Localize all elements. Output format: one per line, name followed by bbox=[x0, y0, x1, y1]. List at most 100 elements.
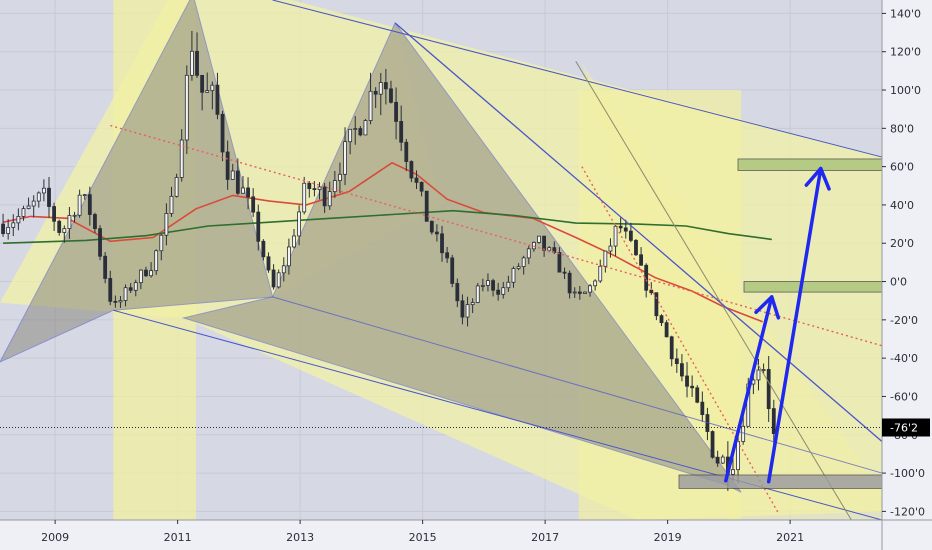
candle-body-11 bbox=[57, 220, 62, 233]
candle-body-67 bbox=[343, 141, 347, 175]
candle-body-118 bbox=[603, 250, 608, 267]
channel-top-line bbox=[272, 0, 883, 158]
y-tick-label-3: 80'0 bbox=[890, 122, 914, 135]
candle-body-6 bbox=[31, 200, 36, 207]
candle-body-16 bbox=[82, 194, 87, 197]
candle-body-124 bbox=[634, 239, 638, 256]
candle-body-103 bbox=[526, 248, 531, 259]
last-price-box bbox=[882, 418, 930, 437]
candle-body-136 bbox=[695, 387, 700, 403]
candle-body-128 bbox=[654, 292, 659, 317]
candle-body-26 bbox=[133, 282, 138, 291]
candle-body-148 bbox=[756, 369, 761, 381]
candle-body-15 bbox=[77, 194, 82, 216]
candle-body-40 bbox=[205, 90, 210, 93]
candle-body-85 bbox=[435, 231, 439, 235]
candle-body-49 bbox=[251, 196, 256, 213]
candle-body-59 bbox=[302, 182, 307, 213]
moving-average-1 bbox=[3, 209, 772, 244]
trend-line-2 bbox=[581, 166, 779, 513]
candle-body-71 bbox=[363, 120, 368, 136]
candle-body-91 bbox=[465, 304, 470, 318]
candle-body-73 bbox=[373, 90, 378, 95]
candle-body-119 bbox=[608, 245, 613, 252]
candle-body-18 bbox=[93, 214, 97, 230]
candle-body-27 bbox=[138, 269, 143, 284]
zone-0 bbox=[737, 158, 885, 171]
candle-body-116 bbox=[593, 280, 598, 287]
arrow-head-0 bbox=[754, 295, 781, 320]
candle-body-84 bbox=[429, 220, 434, 233]
x-tick-label-6: 2021 bbox=[776, 531, 804, 544]
candle-body-37 bbox=[190, 50, 194, 76]
candle-body-0 bbox=[1, 223, 5, 234]
candle-body-44 bbox=[225, 151, 230, 180]
candle-body-23 bbox=[118, 300, 123, 303]
candle-body-29 bbox=[149, 270, 153, 277]
candle-body-50 bbox=[256, 211, 261, 242]
candle-body-144 bbox=[736, 441, 740, 471]
candle-body-64 bbox=[327, 191, 332, 207]
candle-body-140 bbox=[715, 456, 720, 464]
candle-body-47 bbox=[241, 187, 245, 194]
candle-body-78 bbox=[399, 121, 404, 143]
candle-body-76 bbox=[389, 88, 393, 103]
candle-body-48 bbox=[246, 187, 250, 198]
candle-body-28 bbox=[144, 269, 148, 277]
trend-lines-layer bbox=[0, 0, 883, 521]
candle-body-125 bbox=[639, 254, 643, 266]
y-tick-label-1: 120'0 bbox=[890, 46, 921, 59]
candle-body-56 bbox=[286, 246, 291, 267]
y-tick-label-2: 100'0 bbox=[890, 84, 921, 97]
arrow-shaft-1 bbox=[766, 166, 823, 484]
candle-body-4 bbox=[21, 208, 26, 217]
candle-body-66 bbox=[338, 173, 342, 181]
candle-body-43 bbox=[220, 113, 225, 153]
steep-channel-line bbox=[575, 61, 852, 521]
candle-body-19 bbox=[98, 228, 102, 257]
candle-body-45 bbox=[230, 170, 235, 180]
candle-body-30 bbox=[154, 250, 159, 272]
moving-average-layer bbox=[2, 161, 772, 323]
candle-body-61 bbox=[312, 188, 317, 191]
candle-body-87 bbox=[445, 252, 450, 259]
trend-line-0 bbox=[394, 22, 883, 442]
candle-body-35 bbox=[179, 139, 184, 178]
candle-body-54 bbox=[276, 272, 281, 288]
candle-body-96 bbox=[491, 280, 495, 291]
candle-body-81 bbox=[414, 177, 419, 183]
x-tick-label-5: 2019 bbox=[654, 531, 682, 544]
candle-body-130 bbox=[664, 322, 669, 338]
candle-body-121 bbox=[618, 225, 623, 229]
candle-body-24 bbox=[123, 287, 128, 301]
candle-body-17 bbox=[87, 194, 92, 215]
arrow-shaft-0 bbox=[724, 295, 774, 483]
candle-body-14 bbox=[72, 214, 77, 217]
candle-body-25 bbox=[128, 287, 133, 291]
candle-body-80 bbox=[409, 161, 414, 179]
y-tick-label-7: 0'0 bbox=[890, 276, 907, 289]
candle-body-123 bbox=[628, 230, 633, 241]
candle-body-13 bbox=[67, 215, 72, 230]
channel-mid-line bbox=[272, 296, 883, 474]
candle-body-20 bbox=[103, 255, 108, 279]
candles-layer bbox=[1, 30, 776, 491]
candle-body-120 bbox=[613, 225, 618, 247]
candle-body-133 bbox=[680, 363, 684, 377]
arrow-head-1 bbox=[804, 166, 831, 191]
candle-body-113 bbox=[577, 291, 582, 294]
candle-body-58 bbox=[297, 211, 302, 237]
x-tick-label-0: 2009 bbox=[41, 531, 69, 544]
candle-body-70 bbox=[358, 128, 363, 136]
x-tick-label-4: 2017 bbox=[531, 531, 559, 544]
candle-body-57 bbox=[292, 235, 296, 248]
candle-body-36 bbox=[184, 74, 189, 141]
candle-body-139 bbox=[710, 431, 715, 458]
candle-body-32 bbox=[164, 213, 169, 236]
candle-body-60 bbox=[307, 182, 312, 190]
candle-body-145 bbox=[741, 425, 746, 442]
y-tick-label-6: 20'0 bbox=[890, 237, 914, 250]
candle-body-127 bbox=[649, 289, 654, 294]
